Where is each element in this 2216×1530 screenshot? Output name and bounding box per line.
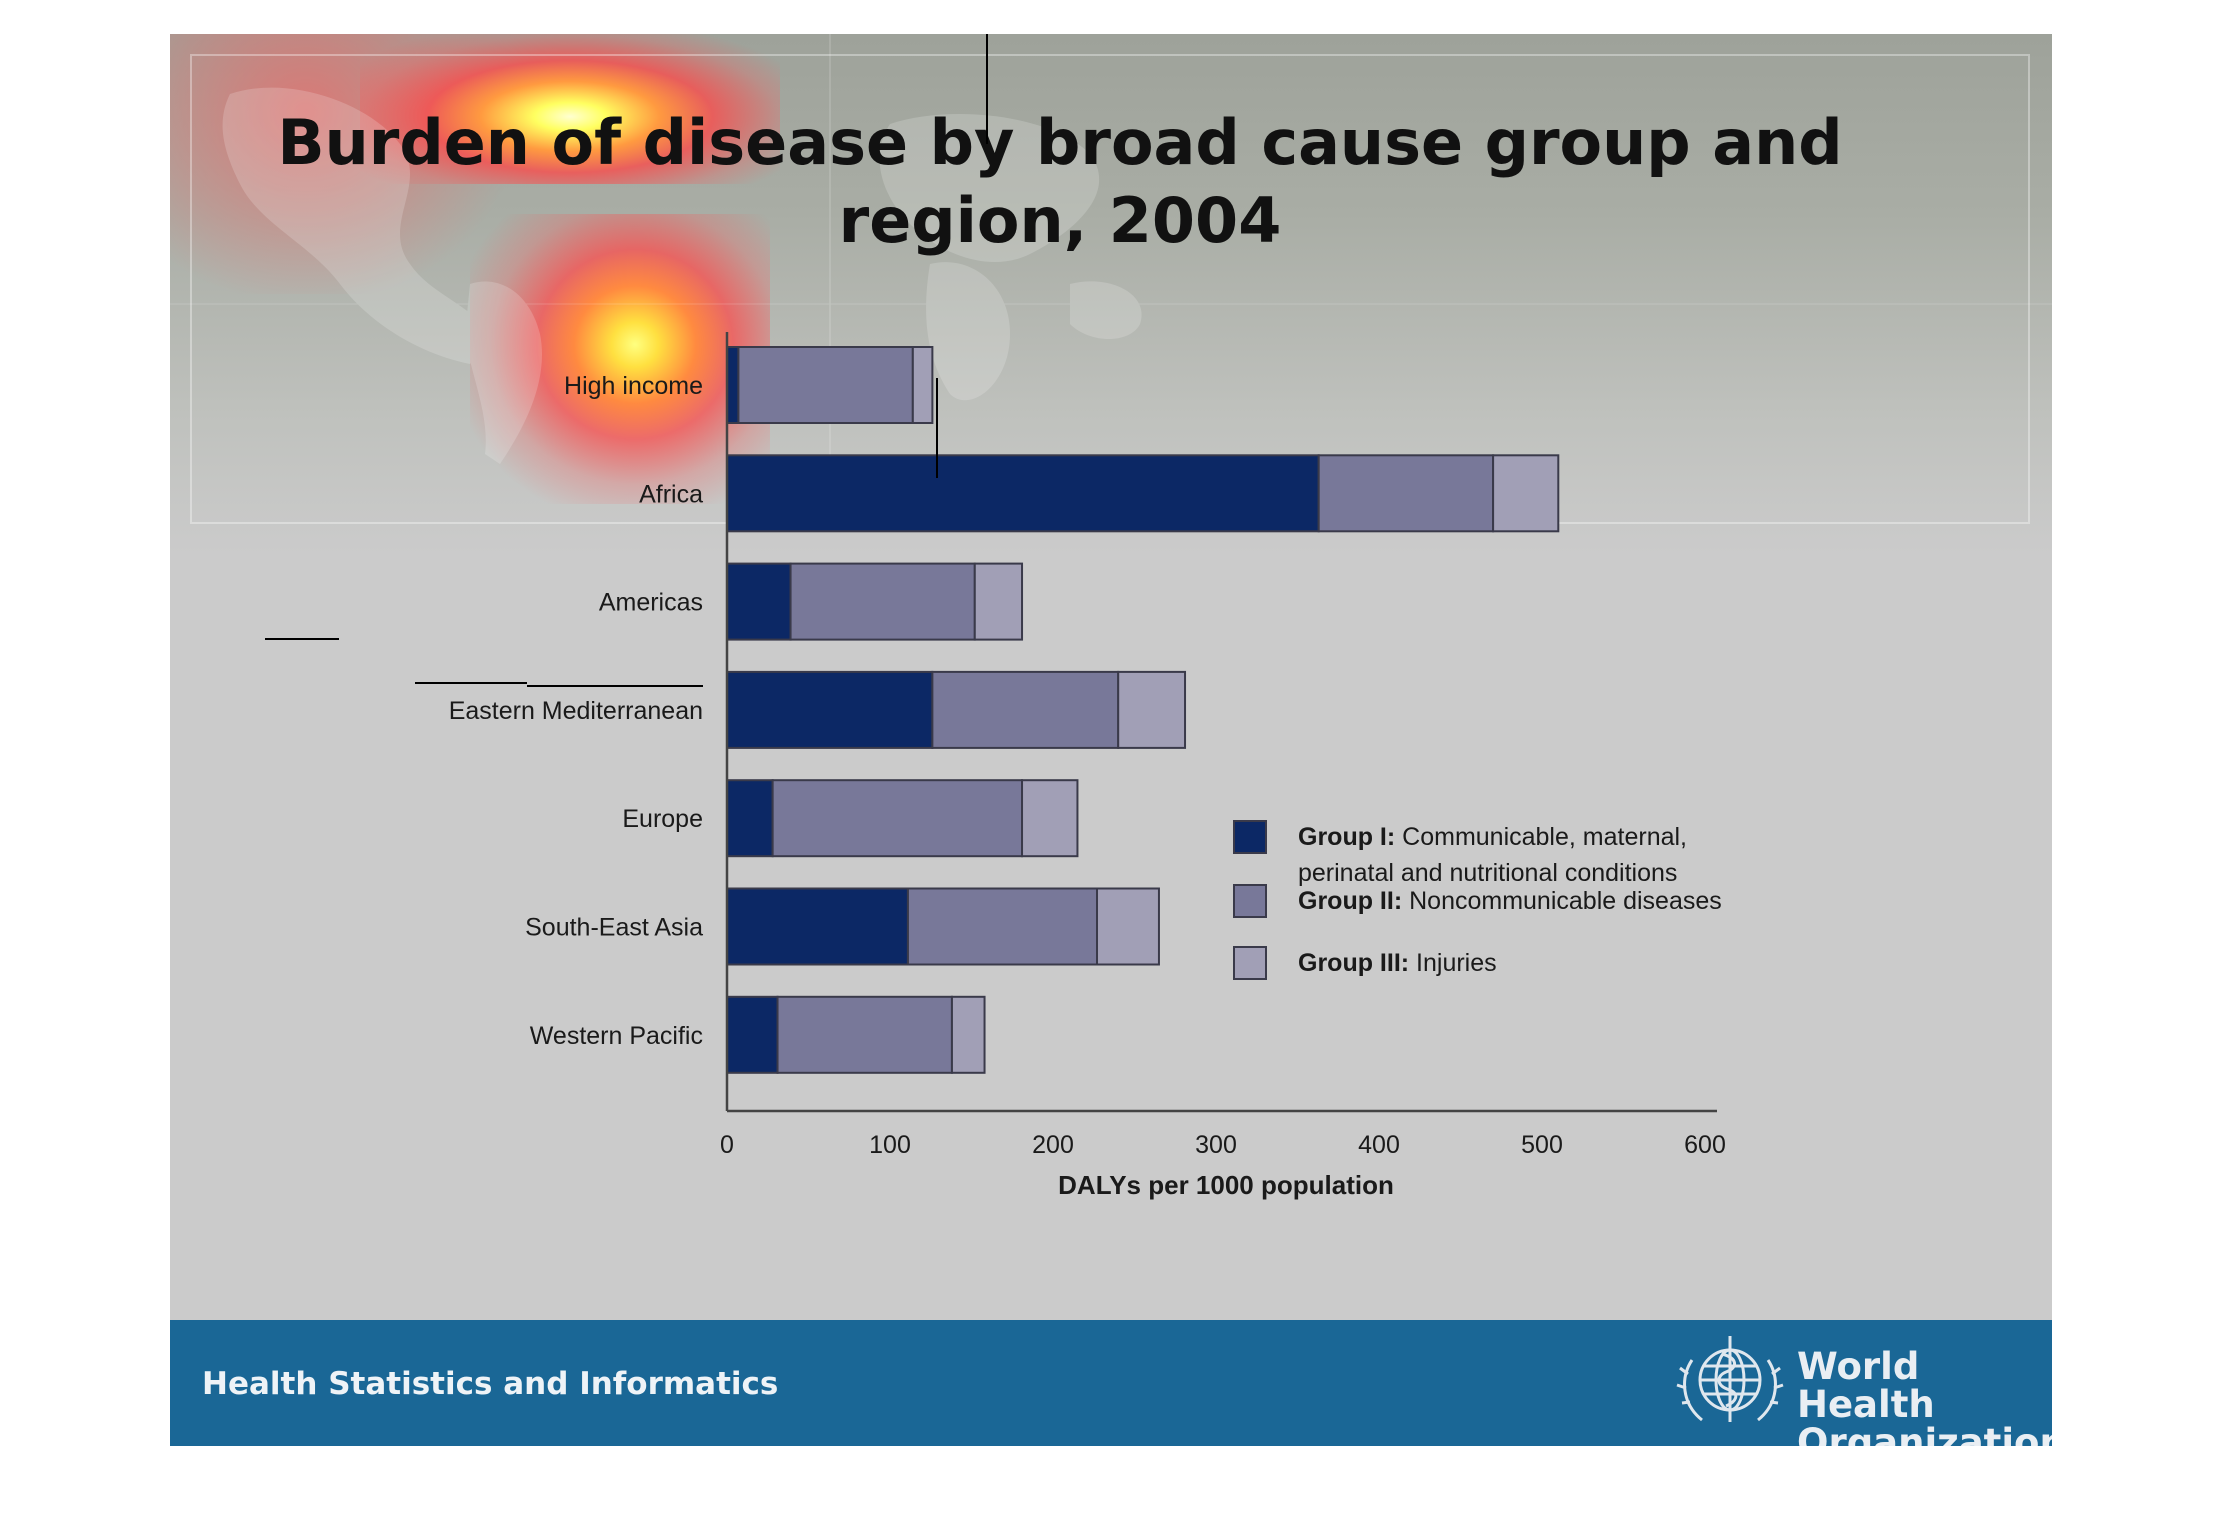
annotation-line xyxy=(415,682,527,684)
x-tick-label: 100 xyxy=(869,1131,911,1159)
x-tick-label: 0 xyxy=(720,1131,734,1159)
annotation-line xyxy=(265,638,339,640)
annotation-line xyxy=(986,34,988,144)
stacked-bar-chart: High income Africa Americas Eastern Mediter… xyxy=(449,332,1726,1200)
category-label: Africa xyxy=(639,480,703,508)
bar-segment xyxy=(726,346,740,424)
bar-segment xyxy=(726,995,779,1074)
bar-segment xyxy=(726,887,909,966)
bar-segment xyxy=(726,454,1320,533)
legend-swatch xyxy=(1233,884,1267,918)
bar-segment xyxy=(1317,454,1495,533)
bar-segment xyxy=(931,670,1120,749)
who-wordmark-line-2: Organization xyxy=(1797,1421,2052,1447)
category-label: Americas xyxy=(599,589,703,617)
legend-swatch xyxy=(1233,820,1267,854)
bar-segment xyxy=(1117,670,1187,749)
heatmap-overlay-top xyxy=(360,34,780,184)
bar-segment xyxy=(737,346,914,424)
legend-swatch xyxy=(1233,946,1267,980)
category-label: Eastern Mediterranean xyxy=(449,697,703,725)
bar-segment xyxy=(789,562,976,641)
category-label: Western Pacific xyxy=(530,1022,703,1050)
x-tick-label: 400 xyxy=(1358,1131,1400,1159)
bar-segment xyxy=(1096,887,1160,966)
annotation-line xyxy=(527,685,703,687)
title-line-2: region, 2004 xyxy=(838,184,1282,257)
footer-bar: Health Statistics and Informatics World … xyxy=(170,1320,2052,1446)
legend-label: Group III: Injuries xyxy=(1298,949,1497,977)
slide: Burden of disease by broad cause group a… xyxy=(170,34,2052,1446)
x-tick-label: 500 xyxy=(1521,1131,1563,1159)
category-label: High income xyxy=(564,372,703,400)
x-tick-label: 600 xyxy=(1684,1131,1726,1159)
bar-segment xyxy=(771,779,1024,858)
annotation-line xyxy=(936,378,938,478)
x-axis-label: DALYs per 1000 population xyxy=(1058,1170,1394,1200)
bar-segment xyxy=(906,887,1099,966)
bar-segment xyxy=(776,995,953,1074)
legend-label: Group I: Communicable, maternal, xyxy=(1298,823,1687,851)
who-wordmark-line-1: World Health xyxy=(1797,1345,1935,1426)
x-tick-label: 300 xyxy=(1195,1131,1237,1159)
who-wordmark: World Health Organization xyxy=(1797,1345,2052,1447)
bar-segment xyxy=(973,562,1024,641)
legend-label-continued: perinatal and nutritional conditions xyxy=(1298,859,1677,887)
bar-segment xyxy=(726,562,792,641)
bar-segment xyxy=(1021,779,1079,858)
bar-segment xyxy=(726,779,774,858)
heatmap-overlay-middle xyxy=(470,214,770,504)
footer-department: Health Statistics and Informatics xyxy=(202,1366,779,1402)
who-emblem-icon xyxy=(1676,1336,1784,1422)
bar-segment xyxy=(726,670,934,749)
bar-segment xyxy=(950,995,986,1074)
category-label: Europe xyxy=(622,805,703,833)
world-map-watermark xyxy=(170,34,2052,514)
x-tick-label: 200 xyxy=(1032,1131,1074,1159)
chart-title: Burden of disease by broad cause group a… xyxy=(170,104,1950,260)
bar-segment xyxy=(911,346,934,424)
category-label: South-East Asia xyxy=(525,914,703,942)
bar-segment xyxy=(1492,454,1560,533)
title-line-1: Burden of disease by broad cause group a… xyxy=(277,106,1843,179)
legend-label: Group II: Noncommunicable diseases xyxy=(1298,887,1722,915)
